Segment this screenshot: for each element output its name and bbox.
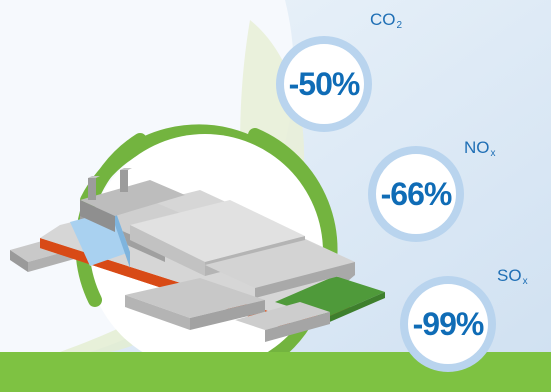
emission-label-sox: SOx — [497, 266, 528, 287]
emission-label-co2: CO2 — [370, 10, 402, 31]
emission-badge-sox: -99% — [400, 276, 496, 372]
gas-subscript: 2 — [396, 20, 403, 31]
reduction-value: -99% — [412, 305, 485, 342]
gas-name: SO — [497, 266, 522, 285]
emission-badge-nox: -66% — [368, 146, 464, 242]
emission-badge-co2: -50% — [276, 36, 372, 132]
emission-label-nox: NOx — [464, 138, 496, 159]
gas-subscript: x — [522, 276, 528, 287]
gas-name: NO — [464, 138, 490, 157]
reduction-value: -66% — [380, 175, 453, 212]
reduction-value: -50% — [288, 65, 361, 102]
gas-name: CO — [370, 10, 396, 29]
gas-subscript: x — [490, 148, 496, 159]
